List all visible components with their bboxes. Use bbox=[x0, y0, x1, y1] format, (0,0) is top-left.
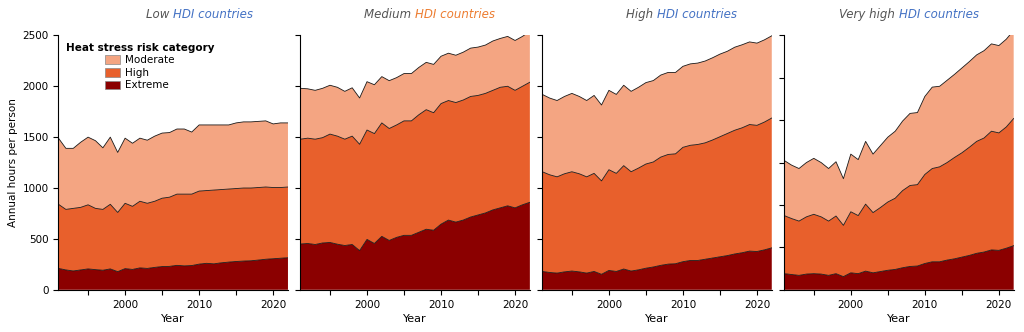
Text: Very high HDI countries: Very high HDI countries bbox=[829, 8, 969, 21]
X-axis label: Year: Year bbox=[403, 314, 427, 324]
Legend: Moderate, High, Extreme: Moderate, High, Extreme bbox=[63, 41, 216, 93]
Text: HDI countries: HDI countries bbox=[415, 8, 496, 21]
Text: Low HDI countries: Low HDI countries bbox=[120, 8, 226, 21]
Text: Low: Low bbox=[146, 8, 173, 21]
Text: HDI countries: HDI countries bbox=[899, 8, 979, 21]
X-axis label: Year: Year bbox=[162, 314, 185, 324]
X-axis label: Year: Year bbox=[887, 314, 910, 324]
X-axis label: Year: Year bbox=[645, 314, 669, 324]
Text: Medium HDI countries: Medium HDI countries bbox=[349, 8, 480, 21]
Text: HDI countries: HDI countries bbox=[173, 8, 253, 21]
Text: Medium: Medium bbox=[365, 8, 415, 21]
Y-axis label: Annual hours per person: Annual hours per person bbox=[8, 98, 18, 227]
Text: HDI countries: HDI countries bbox=[657, 8, 737, 21]
Text: Very high: Very high bbox=[840, 8, 899, 21]
Text: High: High bbox=[626, 8, 657, 21]
Text: High HDI countries: High HDI countries bbox=[601, 8, 713, 21]
